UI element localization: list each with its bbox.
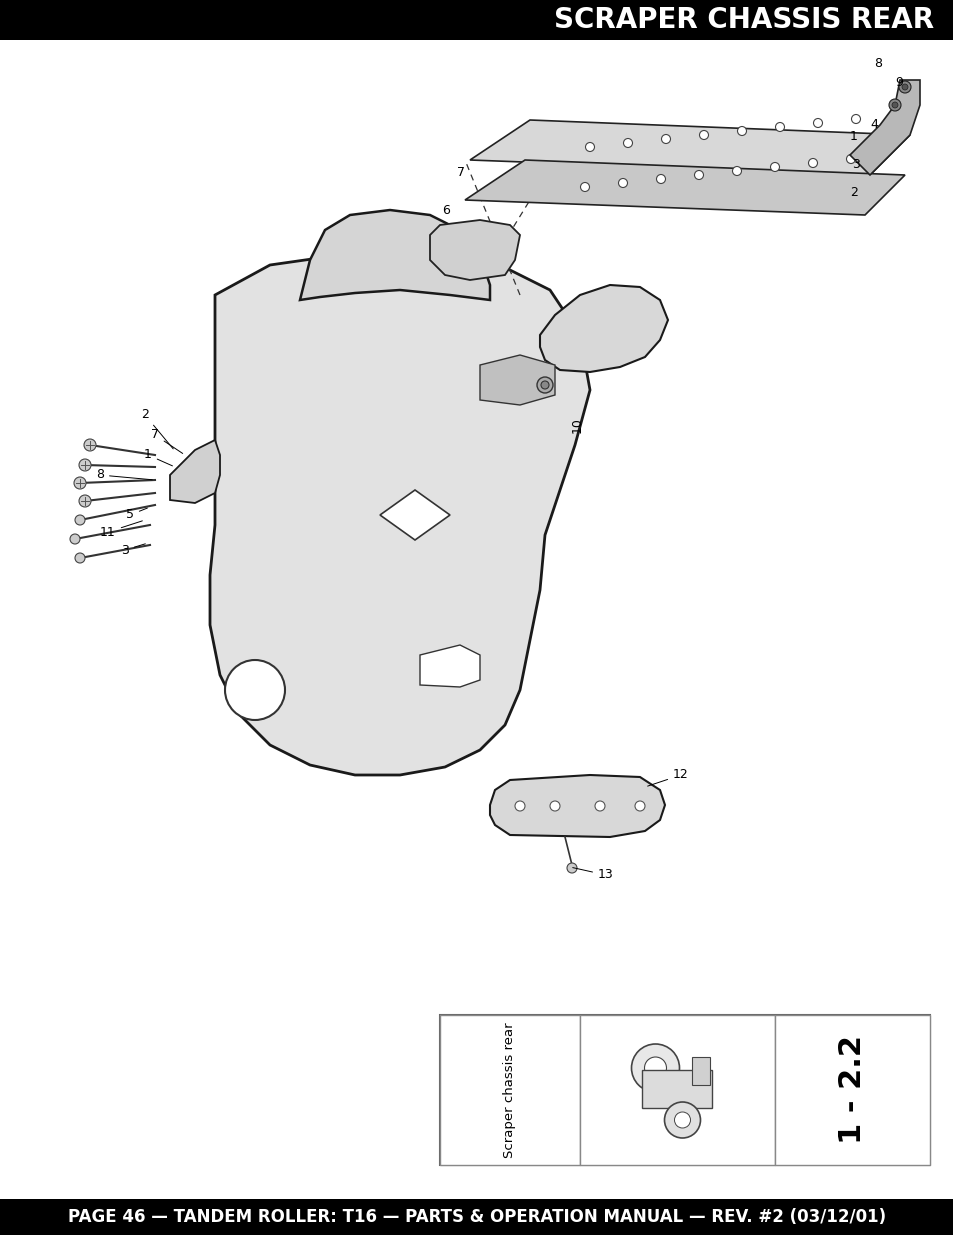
Circle shape xyxy=(566,863,577,873)
Circle shape xyxy=(891,103,897,107)
Bar xyxy=(439,1015,579,1165)
Bar xyxy=(439,1015,929,1165)
Polygon shape xyxy=(430,220,519,280)
Circle shape xyxy=(75,515,85,525)
Bar xyxy=(579,1015,774,1165)
Circle shape xyxy=(623,138,632,147)
Text: 7: 7 xyxy=(456,167,464,179)
Circle shape xyxy=(585,142,594,152)
Circle shape xyxy=(537,377,553,393)
Polygon shape xyxy=(379,490,450,540)
Circle shape xyxy=(579,183,589,191)
Polygon shape xyxy=(464,161,904,215)
Circle shape xyxy=(550,802,559,811)
Circle shape xyxy=(901,84,907,90)
Circle shape xyxy=(845,154,855,163)
Circle shape xyxy=(898,82,910,93)
Bar xyxy=(774,1015,929,1165)
Text: 1: 1 xyxy=(849,131,857,143)
Circle shape xyxy=(674,1112,690,1128)
Circle shape xyxy=(807,158,817,168)
Circle shape xyxy=(618,179,627,188)
Circle shape xyxy=(595,802,604,811)
Circle shape xyxy=(84,438,96,451)
Bar xyxy=(692,1057,710,1086)
Circle shape xyxy=(737,126,745,136)
Text: Scraper chassis rear: Scraper chassis rear xyxy=(503,1023,516,1158)
Circle shape xyxy=(79,495,91,508)
Circle shape xyxy=(644,1057,666,1079)
Bar xyxy=(0,1199,953,1235)
Polygon shape xyxy=(299,210,490,300)
Bar xyxy=(0,0,953,40)
Text: 8: 8 xyxy=(96,468,152,482)
Circle shape xyxy=(75,553,85,563)
Circle shape xyxy=(813,119,821,127)
Text: PAGE 46 — TANDEM ROLLER: T16 — PARTS & OPERATION MANUAL — REV. #2 (03/12/01): PAGE 46 — TANDEM ROLLER: T16 — PARTS & O… xyxy=(68,1208,885,1226)
Polygon shape xyxy=(479,354,555,405)
Polygon shape xyxy=(210,249,589,776)
Circle shape xyxy=(694,170,702,179)
Circle shape xyxy=(635,802,644,811)
Circle shape xyxy=(74,477,86,489)
Text: SCRAPER CHASSIS REAR: SCRAPER CHASSIS REAR xyxy=(554,6,933,35)
Circle shape xyxy=(732,167,740,175)
Circle shape xyxy=(775,122,783,131)
Text: 2: 2 xyxy=(141,409,173,448)
Text: 11: 11 xyxy=(100,521,142,538)
Text: 10: 10 xyxy=(570,417,583,433)
Text: 13: 13 xyxy=(572,868,613,882)
Circle shape xyxy=(699,131,708,140)
Text: 3: 3 xyxy=(121,543,145,557)
Bar xyxy=(641,1070,712,1108)
Circle shape xyxy=(225,659,285,720)
Circle shape xyxy=(515,802,524,811)
Circle shape xyxy=(540,382,548,389)
Polygon shape xyxy=(470,120,909,175)
Circle shape xyxy=(660,135,670,143)
Polygon shape xyxy=(490,776,664,837)
Circle shape xyxy=(70,534,80,543)
Text: 12: 12 xyxy=(647,768,688,787)
Polygon shape xyxy=(419,645,479,687)
Circle shape xyxy=(664,1102,700,1137)
Circle shape xyxy=(656,174,665,184)
Polygon shape xyxy=(170,440,220,503)
Circle shape xyxy=(888,99,900,111)
Circle shape xyxy=(851,115,860,124)
Text: 1: 1 xyxy=(144,448,172,466)
Text: 1 - 2.2: 1 - 2.2 xyxy=(837,1035,866,1145)
Circle shape xyxy=(631,1044,679,1092)
Text: 7: 7 xyxy=(151,429,182,453)
Polygon shape xyxy=(539,285,667,372)
Text: 5: 5 xyxy=(126,508,148,521)
Text: 8: 8 xyxy=(873,57,882,70)
Text: 9: 9 xyxy=(894,77,902,89)
Text: 4: 4 xyxy=(869,119,877,131)
Circle shape xyxy=(770,163,779,172)
Text: 6: 6 xyxy=(441,204,450,216)
Text: 3: 3 xyxy=(851,158,859,172)
Polygon shape xyxy=(849,80,919,175)
Circle shape xyxy=(79,459,91,471)
Text: 2: 2 xyxy=(849,185,857,199)
